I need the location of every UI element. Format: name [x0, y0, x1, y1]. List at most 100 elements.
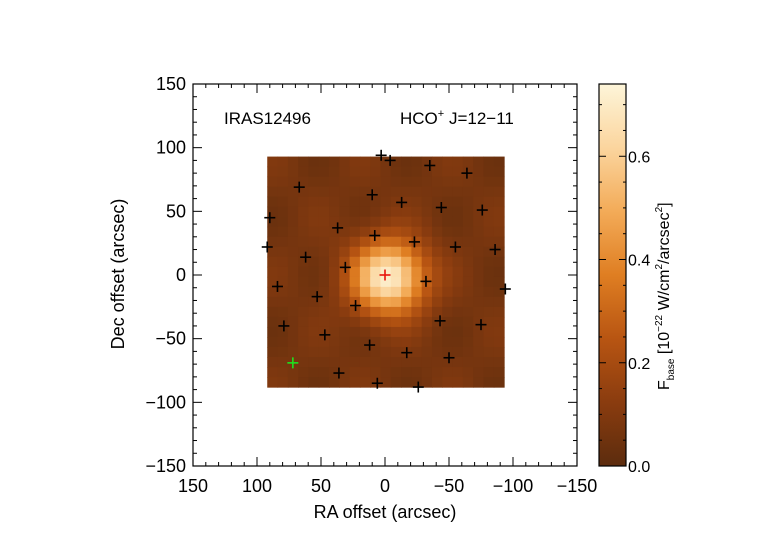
pixel-marker — [339, 261, 351, 273]
map-cell — [370, 246, 382, 258]
cbar-tick-label: 0.0 — [628, 459, 650, 476]
map-cell — [421, 196, 433, 208]
map-cell — [308, 156, 320, 168]
pixel-marker — [311, 291, 323, 303]
map-cell — [462, 336, 474, 348]
y-axis-title: Dec offset (arcsec) — [108, 199, 128, 350]
map-cell — [380, 166, 392, 178]
map-cell — [462, 166, 474, 178]
map-cell — [329, 236, 340, 248]
map-cell — [370, 256, 382, 268]
map-cell — [267, 266, 279, 278]
map-cell — [359, 156, 371, 168]
pixel-marker — [461, 167, 473, 179]
map-cell — [473, 236, 485, 248]
pixel-marker — [443, 352, 455, 364]
map-cell — [277, 296, 289, 308]
map-cell — [349, 176, 361, 188]
map-cell — [390, 326, 402, 338]
map-cell — [390, 266, 402, 278]
map-cell — [267, 346, 279, 358]
map-cell — [359, 216, 371, 228]
map-cell — [421, 356, 433, 368]
x-tick-label: 100 — [242, 476, 272, 496]
map-cell — [329, 176, 340, 188]
cbar-tick-label: 0.4 — [628, 253, 650, 270]
map-cell — [267, 326, 279, 338]
map-cell — [349, 246, 361, 258]
map-cell — [287, 246, 299, 258]
map-cell — [359, 346, 371, 358]
map-cell — [267, 286, 279, 298]
map-cell — [411, 336, 423, 348]
map-cell — [277, 226, 289, 238]
map-cell — [298, 236, 310, 248]
map-cell — [277, 356, 289, 368]
map-cell — [339, 166, 351, 178]
map-cell — [411, 226, 423, 238]
map-cell — [339, 226, 351, 238]
map-cell — [339, 246, 351, 258]
map-cell — [267, 356, 279, 368]
map-cell — [452, 286, 464, 298]
map-cell — [462, 286, 474, 298]
map-cell — [329, 356, 340, 368]
cbar-label-exp2: 2 — [654, 264, 665, 270]
map-cell — [380, 336, 392, 348]
map-cell — [431, 256, 443, 268]
map-cell — [267, 216, 279, 228]
map-cell — [287, 236, 299, 248]
map-cell — [442, 296, 454, 308]
map-cell — [462, 326, 474, 338]
map-cell — [401, 256, 412, 268]
map-cell — [431, 236, 443, 248]
map-cell — [370, 226, 382, 238]
pixel-marker — [435, 202, 447, 214]
map-cell — [411, 367, 423, 378]
map-cell — [483, 326, 495, 338]
pixel-marker — [499, 283, 511, 295]
map-cell — [287, 377, 299, 388]
map-cell — [349, 346, 361, 358]
map-cell — [318, 276, 330, 288]
pixel-marker — [424, 159, 436, 171]
map-cell — [349, 367, 361, 378]
map-cell — [329, 276, 340, 288]
map-cell — [339, 206, 351, 218]
map-cell — [401, 226, 412, 238]
map-cell — [442, 246, 454, 258]
map-cell — [462, 246, 474, 258]
cbar-label-exp1: −22 — [654, 314, 665, 331]
map-cell — [308, 346, 320, 358]
map-cell — [287, 216, 299, 228]
map-cell — [401, 206, 412, 218]
map-cell — [349, 226, 361, 238]
map-cell — [431, 206, 443, 218]
map-cell — [483, 296, 495, 308]
map-cell — [370, 196, 382, 208]
map-cell — [452, 216, 464, 228]
map-cell — [267, 316, 279, 328]
map-cell — [473, 367, 485, 378]
map-cell — [431, 246, 443, 258]
map-cell — [442, 306, 454, 318]
map-cell — [359, 266, 371, 278]
source-label: IRAS12496 — [224, 109, 311, 128]
map-cell — [298, 367, 310, 378]
map-cell — [308, 206, 320, 218]
map-cell — [370, 166, 382, 178]
map-cell — [318, 266, 330, 278]
colorbar-label: Fbase [10−22 W/cm2/arcsec2] — [654, 202, 677, 390]
map-cell — [452, 226, 464, 238]
map-cell — [329, 326, 340, 338]
map-cell — [359, 166, 371, 178]
map-cell — [298, 316, 310, 328]
map-cell — [483, 286, 495, 298]
map-cell — [370, 356, 382, 368]
map-cell — [298, 186, 310, 198]
map-cell — [370, 306, 382, 318]
map-cell — [287, 336, 299, 348]
map-cell — [401, 166, 412, 178]
map-cell — [277, 336, 289, 348]
map-cell — [287, 346, 299, 358]
